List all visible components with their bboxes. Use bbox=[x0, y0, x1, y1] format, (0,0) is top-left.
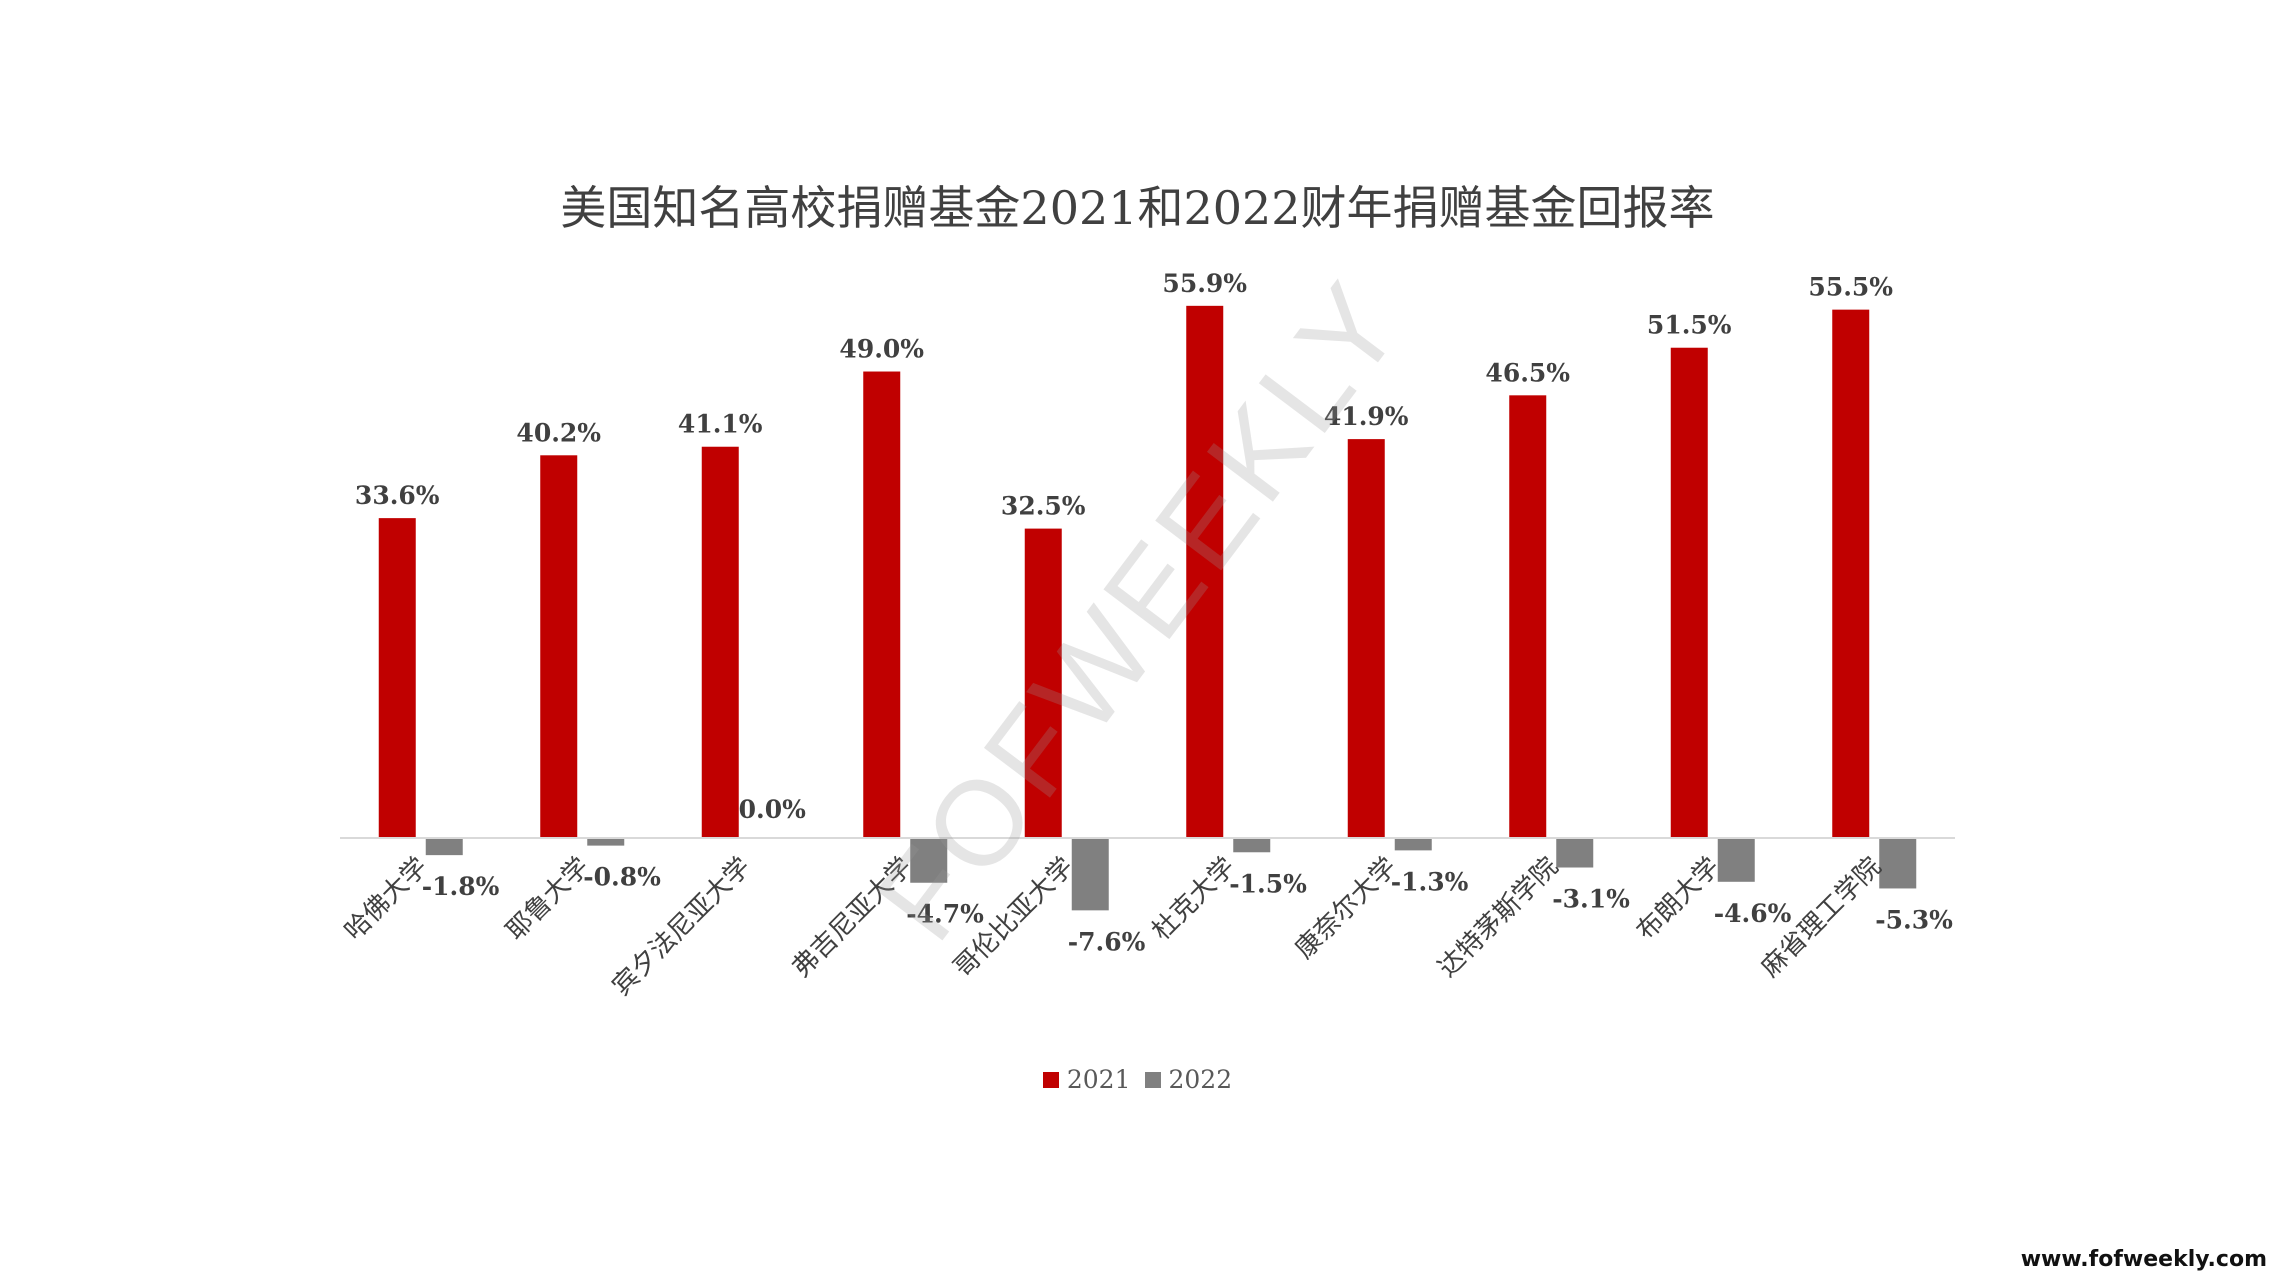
bar-2022-uva bbox=[910, 838, 948, 883]
category-label-harvard: 哈佛大学 bbox=[339, 852, 434, 947]
bar-2021-duke bbox=[1186, 305, 1224, 838]
bar-2021-uva bbox=[863, 371, 901, 838]
data-label-2021-yale: 40.2% bbox=[516, 418, 601, 447]
data-label-2021-harvard: 33.6% bbox=[355, 481, 440, 510]
bar-2021-columbia bbox=[1024, 528, 1062, 838]
bar-2021-cornell bbox=[1347, 439, 1385, 838]
data-label-2021-upenn: 41.1% bbox=[678, 410, 763, 439]
legend-label-2022: 2022 bbox=[1168, 1065, 1233, 1094]
bar-2021-yale bbox=[540, 455, 578, 838]
data-label-2022-yale: -0.8% bbox=[583, 863, 661, 892]
bar-2022-duke bbox=[1233, 838, 1271, 853]
chart-title: 美国知名高校捐赠基金2021和2022财年捐赠基金回报率 bbox=[560, 181, 1715, 235]
bar-2021-harvard bbox=[378, 518, 416, 838]
data-label-2021-brown: 51.5% bbox=[1647, 311, 1732, 340]
bar-2021-dartmouth bbox=[1509, 395, 1547, 838]
legend-label-2021: 2021 bbox=[1066, 1065, 1131, 1094]
bar-2022-columbia bbox=[1071, 838, 1109, 911]
legend-swatch-2021 bbox=[1042, 1071, 1059, 1088]
category-label-yale: 耶鲁大学 bbox=[500, 852, 595, 947]
bar-2021-mit bbox=[1832, 309, 1870, 838]
bar-2022-brown bbox=[1717, 838, 1755, 882]
data-labels-group: 33.6% -1.8% 40.2% -0.8% 41.1% 0.0% 49.0% -4.7% 3… bbox=[355, 269, 1953, 957]
data-label-2022-dartmouth: -3.1% bbox=[1552, 885, 1630, 914]
bar-2021-upenn bbox=[701, 446, 739, 838]
data-label-2021-duke: 55.9% bbox=[1162, 269, 1247, 298]
data-label-2022-uva: -4.7% bbox=[906, 900, 984, 929]
data-label-2021-mit: 55.5% bbox=[1808, 273, 1893, 302]
data-label-2021-cornell: 41.9% bbox=[1324, 402, 1409, 431]
category-label-duke: 杜克大学 bbox=[1146, 852, 1241, 947]
site-link[interactable]: www.fofweekly.com bbox=[2020, 1247, 2267, 1272]
legend: 2021 2022 bbox=[0, 1065, 2275, 1094]
data-label-2021-uva: 49.0% bbox=[839, 335, 924, 364]
category-label-brown: 布朗大学 bbox=[1631, 852, 1726, 947]
data-label-2021-columbia: 32.5% bbox=[1001, 492, 1086, 521]
bar-2022-harvard bbox=[425, 838, 463, 856]
data-label-2022-harvard: -1.8% bbox=[422, 872, 500, 901]
bar-2022-dartmouth bbox=[1556, 838, 1594, 868]
bar-2022-yale bbox=[587, 838, 625, 846]
data-label-2022-cornell: -1.3% bbox=[1391, 867, 1469, 896]
data-label-2022-columbia: -7.6% bbox=[1068, 927, 1146, 956]
data-label-2022-duke: -1.5% bbox=[1229, 869, 1307, 898]
bar-2021-brown bbox=[1670, 347, 1708, 838]
legend-item-2021: 2021 bbox=[1042, 1065, 1131, 1094]
data-label-2022-brown: -4.6% bbox=[1714, 899, 1792, 928]
bar-2022-cornell bbox=[1394, 838, 1432, 851]
data-label-2021-dartmouth: 46.5% bbox=[1485, 358, 1570, 387]
bars-group bbox=[378, 305, 1917, 911]
bar-2022-mit bbox=[1879, 838, 1917, 889]
legend-swatch-2022 bbox=[1144, 1071, 1161, 1088]
legend-item-2022: 2022 bbox=[1144, 1065, 1233, 1094]
data-label-2022-upenn: 0.0% bbox=[739, 795, 806, 824]
data-label-2022-mit: -5.3% bbox=[1875, 905, 1953, 934]
